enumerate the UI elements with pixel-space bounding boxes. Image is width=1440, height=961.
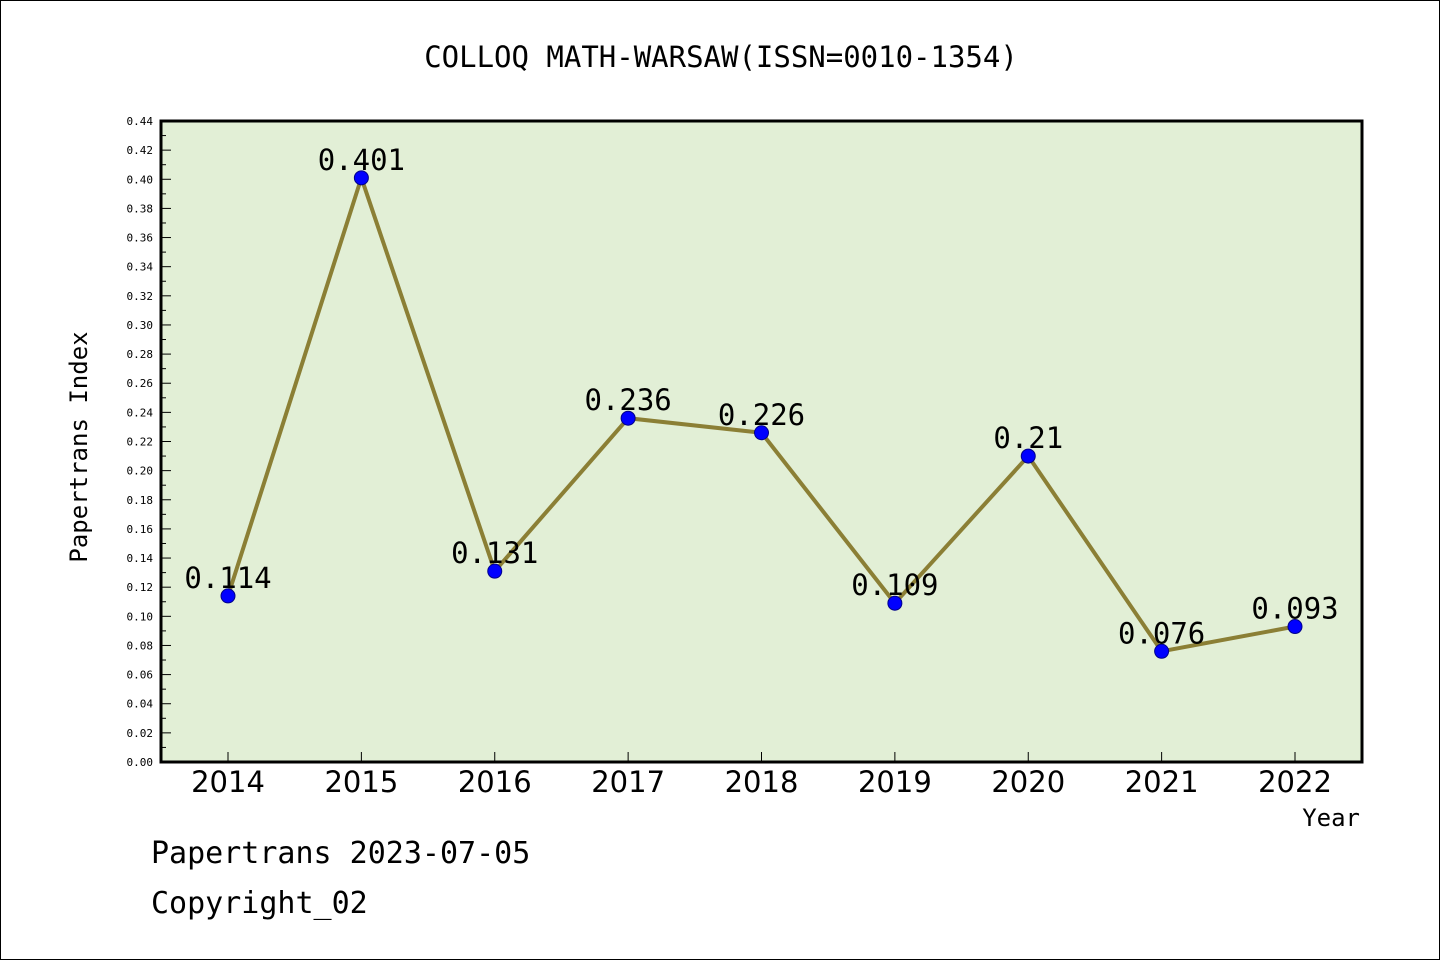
y-tick-label: 0.00: [127, 756, 154, 769]
data-label: 0.401: [318, 143, 405, 177]
y-tick-label: 0.04: [127, 698, 154, 711]
y-tick-label: 0.44: [127, 115, 154, 128]
data-label: 0.21: [993, 421, 1063, 455]
x-tick-label: 2018: [725, 765, 799, 799]
footer-date: Papertrans 2023-07-05: [151, 836, 531, 871]
y-tick-label: 0.38: [127, 202, 154, 215]
x-tick-label: 2021: [1125, 765, 1199, 799]
x-tick-label: 2019: [858, 765, 932, 799]
plot-area: [161, 121, 1362, 762]
y-axis-label: Papertrans Index: [65, 331, 93, 562]
y-tick-label: 0.42: [127, 144, 154, 157]
x-tick-label: 2022: [1258, 765, 1332, 799]
y-tick-label: 0.36: [127, 232, 154, 245]
series-group: [220, 170, 1303, 659]
data-point: [620, 410, 636, 426]
y-tick-label: 0.18: [127, 494, 154, 507]
data-point: [220, 588, 236, 604]
data-label: 0.114: [184, 561, 271, 595]
y-axis: 0.00 0.02 0.04 0.06 0.08 0.10 0.12 0.14 0.16 0.18…: [127, 115, 171, 769]
data-label: 0.131: [451, 536, 538, 570]
y-tick-label: 0.34: [127, 261, 154, 274]
x-tick-label: 2014: [191, 765, 265, 799]
y-tick-label: 0.22: [127, 436, 154, 449]
data-label: 0.236: [584, 383, 671, 417]
x-tick-label: 2020: [991, 765, 1065, 799]
y-tick-label: 0.26: [127, 377, 154, 390]
data-point: [887, 595, 903, 611]
y-tick-label: 0.20: [127, 465, 154, 478]
y-tick-label: 0.12: [127, 581, 154, 594]
y-tick-label: 0.06: [127, 669, 154, 682]
x-tick-label: 2016: [458, 765, 532, 799]
data-point: [1154, 643, 1170, 659]
data-point: [1020, 448, 1036, 464]
data-point: [754, 425, 769, 441]
y-tick-label: 0.02: [127, 727, 154, 740]
data-labels: 0.114 0.401 0.131 0.236 0.226 0.109 0.21 0.076 0…: [184, 143, 1338, 650]
data-label: 0.093: [1251, 592, 1338, 626]
y-tick-label: 0.14: [127, 552, 154, 565]
y-tick-label: 0.08: [127, 639, 154, 652]
y-tick-label: 0.32: [127, 290, 154, 303]
x-tick-label: 2017: [591, 765, 665, 799]
plot-border: [159, 119, 1364, 764]
y-tick-label: 0.24: [127, 406, 154, 419]
y-tick-label: 0.10: [127, 610, 154, 623]
data-label: 0.109: [851, 568, 938, 602]
x-tick-label: 2015: [324, 765, 398, 799]
y-tick-label: 0.28: [127, 348, 154, 361]
y-tick-label: 0.30: [127, 319, 154, 332]
y-tick-label: 0.40: [127, 173, 154, 186]
x-axis-label: Year: [1302, 804, 1360, 832]
footer-copyright: Copyright_02: [151, 886, 368, 921]
data-point: [487, 563, 503, 579]
chart-title: COLLOQ MATH-WARSAW(ISSN=0010-1354): [424, 40, 1018, 74]
data-label: 0.076: [1118, 616, 1205, 650]
data-point: [353, 170, 369, 186]
x-axis: 2014 2015 2016 2017 2018 2019 2020 2021 2022: [191, 752, 1332, 799]
data-point: [1287, 619, 1303, 635]
data-label: 0.226: [718, 398, 805, 432]
y-tick-label: 0.16: [127, 523, 154, 536]
